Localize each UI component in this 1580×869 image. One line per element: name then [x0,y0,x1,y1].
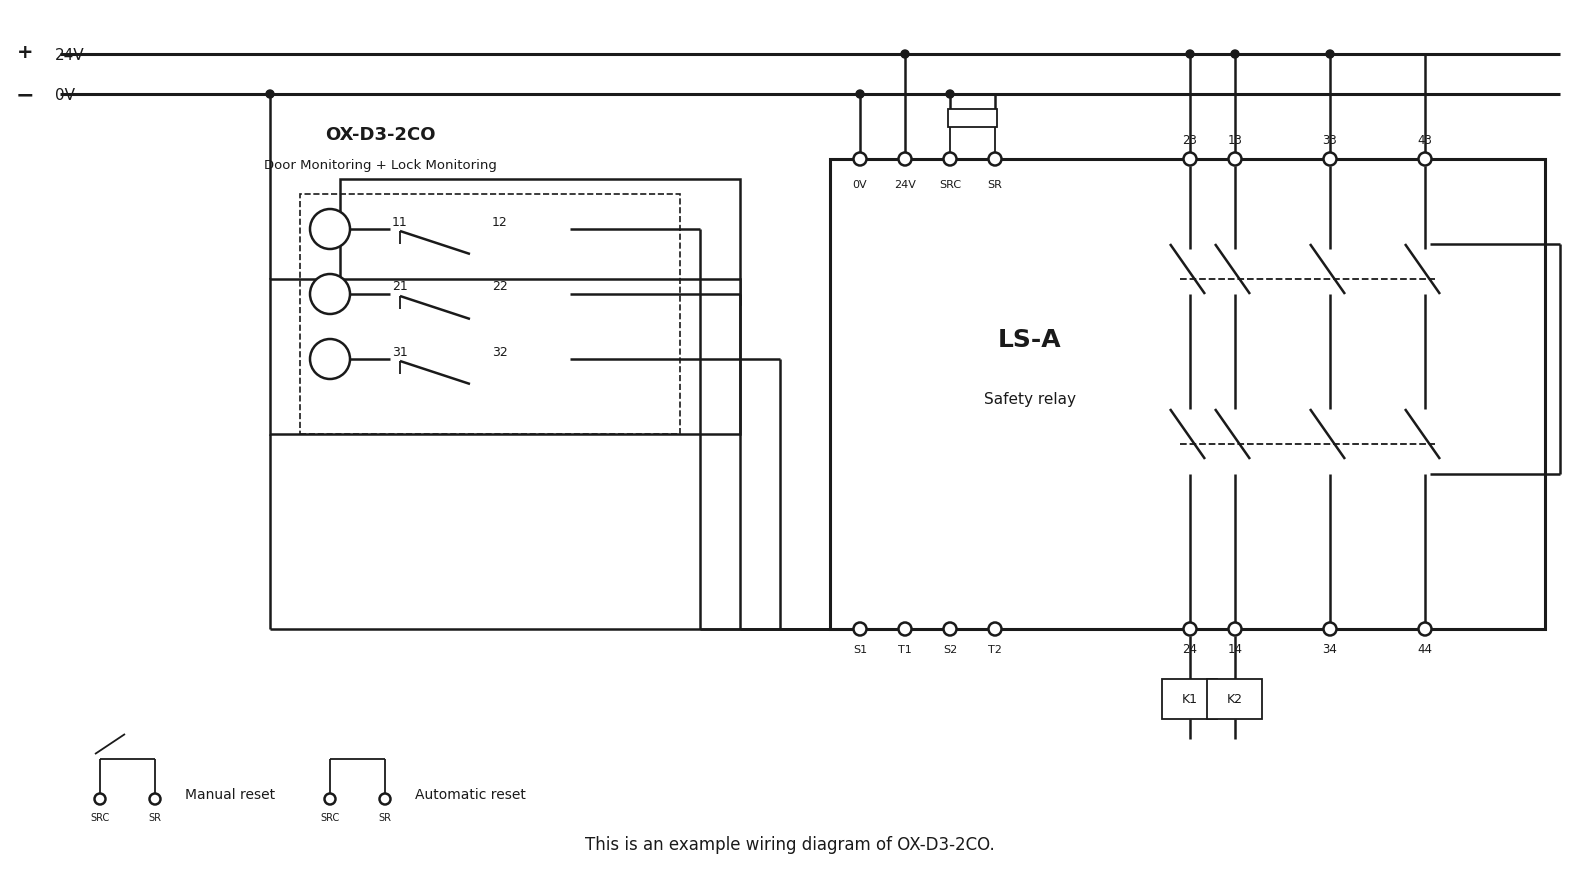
Circle shape [853,153,866,166]
Text: 32: 32 [491,345,507,358]
Text: 44: 44 [1417,643,1433,656]
Circle shape [265,91,273,99]
Text: 21: 21 [392,280,408,293]
Text: T2: T2 [988,644,1002,654]
Circle shape [943,153,956,166]
Bar [830,160,1545,629]
Circle shape [1326,51,1334,59]
Text: Manual reset: Manual reset [185,787,275,801]
Circle shape [310,275,351,315]
Text: SR: SR [149,812,161,822]
Circle shape [310,340,351,380]
Text: 0V: 0V [853,180,867,189]
Circle shape [1229,623,1242,636]
Bar [340,180,739,305]
Bar [1163,680,1218,720]
Text: SRC: SRC [321,812,340,822]
Circle shape [1183,623,1196,636]
Text: 0V: 0V [55,88,74,103]
Circle shape [150,793,161,805]
Text: K1: K1 [1182,693,1198,706]
Text: 23: 23 [1182,133,1198,146]
Circle shape [1419,153,1431,166]
Text: +: + [17,43,33,63]
Circle shape [324,793,335,805]
Circle shape [310,209,351,249]
Circle shape [943,623,956,636]
Circle shape [989,623,1002,636]
Text: 12: 12 [491,216,507,229]
Circle shape [856,91,864,99]
Text: 24: 24 [1182,643,1198,656]
Text: K2: K2 [1228,693,1243,706]
Text: OX-D3-2CO: OX-D3-2CO [325,126,434,144]
Text: LS-A: LS-A [999,328,1062,352]
Circle shape [1183,153,1196,166]
Circle shape [1231,51,1239,59]
Bar [300,195,679,434]
Circle shape [1229,153,1242,166]
Text: 34: 34 [1322,643,1337,656]
Text: SRC: SRC [939,180,961,189]
Bar [1207,680,1262,720]
Circle shape [853,623,866,636]
Circle shape [1324,623,1337,636]
Text: Door Monitoring + Lock Monitoring: Door Monitoring + Lock Monitoring [264,158,496,171]
Text: SR: SR [379,812,392,822]
Text: 13: 13 [1228,133,1242,146]
Text: 11: 11 [392,216,408,229]
Circle shape [899,153,912,166]
Text: SRC: SRC [90,812,109,822]
Text: S2: S2 [943,644,957,654]
Text: SR: SR [988,180,1002,189]
Text: 31: 31 [392,345,408,358]
Circle shape [899,623,912,636]
Circle shape [379,793,390,805]
Text: T1: T1 [897,644,912,654]
Text: 43: 43 [1417,133,1433,146]
Text: 24V: 24V [894,180,916,189]
Bar [270,280,739,434]
Circle shape [1187,51,1194,59]
Text: 14: 14 [1228,643,1242,656]
Text: 24V: 24V [55,48,85,63]
Circle shape [1419,623,1431,636]
Circle shape [1324,153,1337,166]
Bar [948,109,997,128]
Text: −: − [16,85,35,105]
Text: Automatic reset: Automatic reset [416,787,526,801]
Circle shape [946,91,954,99]
Text: This is an example wiring diagram of OX-D3-2CO.: This is an example wiring diagram of OX-… [585,835,995,853]
Circle shape [95,793,106,805]
Circle shape [989,153,1002,166]
Text: Safety relay: Safety relay [984,392,1076,407]
Text: 33: 33 [1322,133,1337,146]
Text: 22: 22 [491,280,507,293]
Circle shape [901,51,908,59]
Text: S1: S1 [853,644,867,654]
